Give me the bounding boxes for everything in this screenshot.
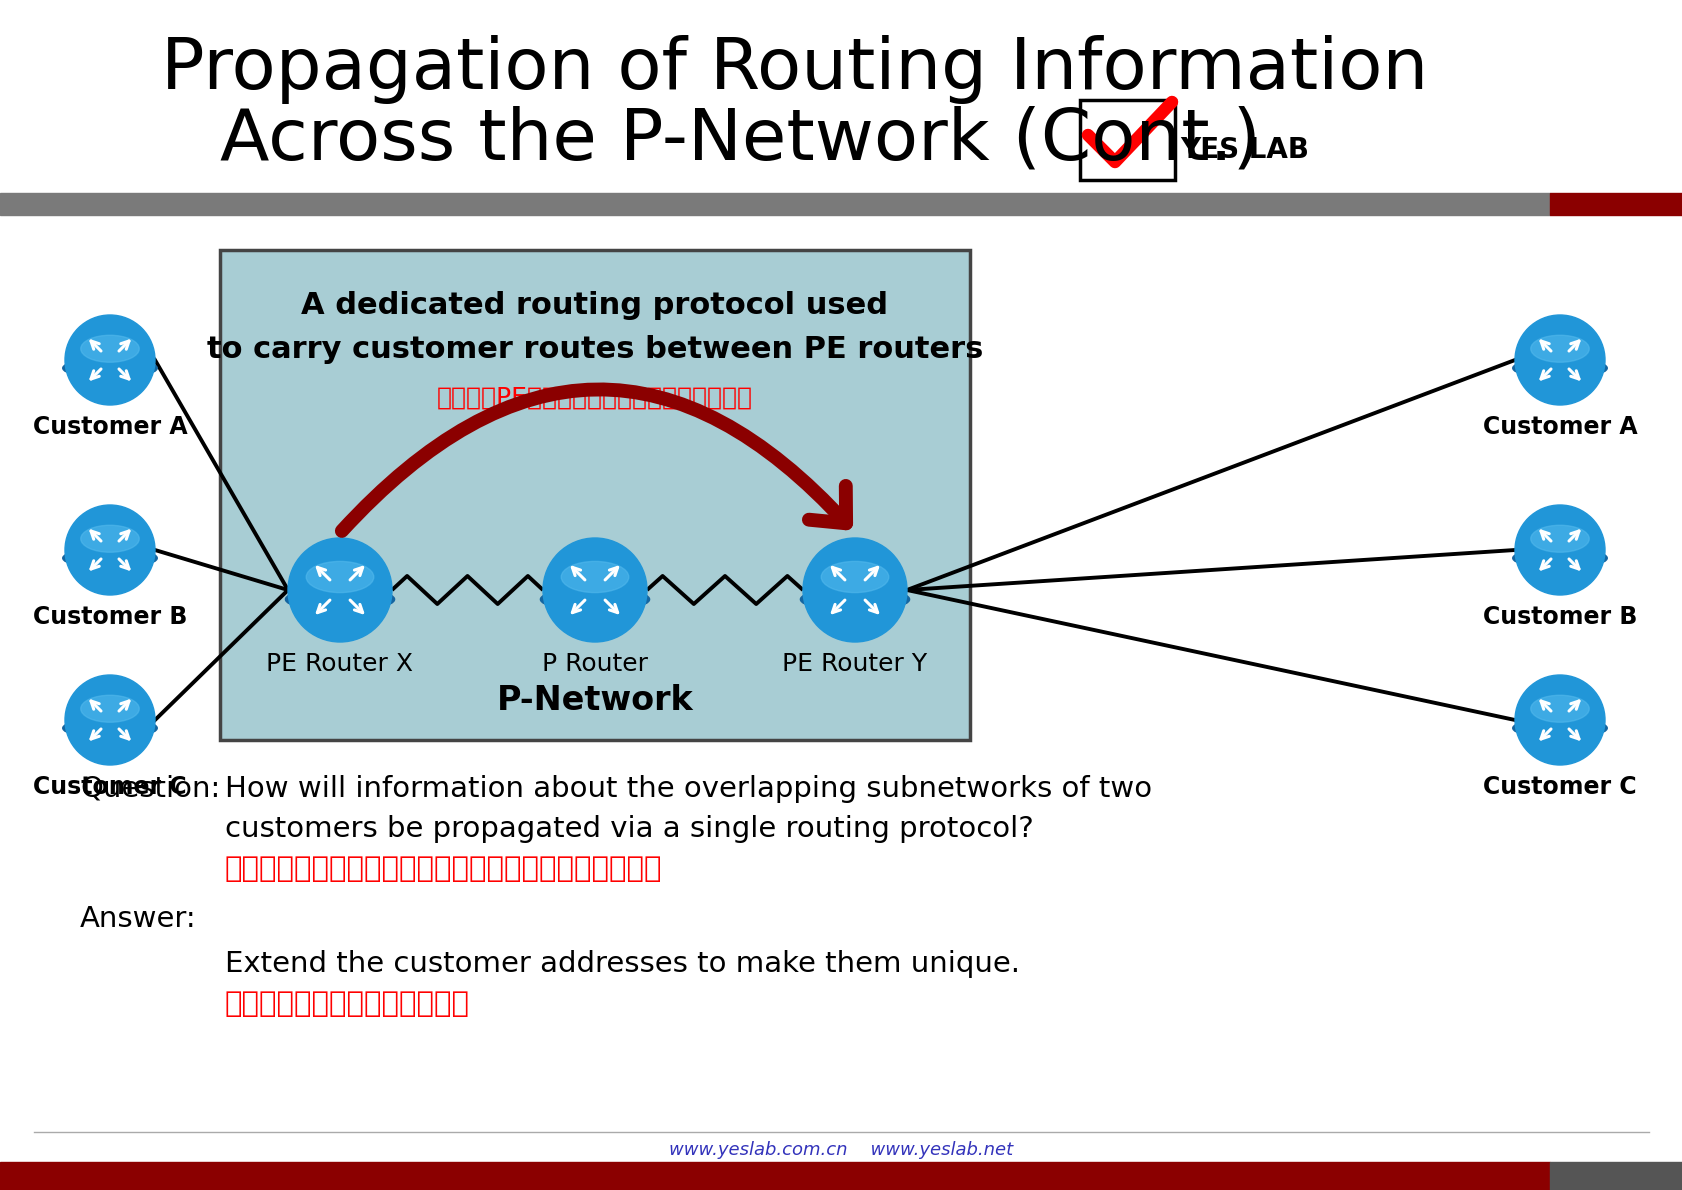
Text: A dedicated routing protocol used: A dedicated routing protocol used — [301, 290, 888, 319]
Circle shape — [66, 505, 155, 595]
Circle shape — [802, 538, 907, 641]
Text: P Router: P Router — [542, 652, 648, 676]
Circle shape — [1514, 675, 1605, 765]
Text: Answer:: Answer: — [81, 906, 197, 933]
Text: www.yeslab.com.cn    www.yeslab.net: www.yeslab.com.cn www.yeslab.net — [668, 1141, 1013, 1159]
Text: Customer C: Customer C — [1482, 775, 1637, 798]
Bar — [220, 250, 969, 740]
Ellipse shape — [540, 588, 649, 610]
Text: Customer B: Customer B — [1482, 605, 1637, 630]
Ellipse shape — [286, 588, 394, 610]
Ellipse shape — [1512, 718, 1606, 738]
Ellipse shape — [1531, 525, 1588, 552]
Text: Propagation of Routing Information: Propagation of Routing Information — [161, 36, 1428, 105]
Ellipse shape — [560, 562, 629, 593]
Text: Across the P-Network (Cont.): Across the P-Network (Cont.) — [219, 106, 1260, 175]
Text: 如何通过单路由协议传播两个客户的重叠子网络的信息？: 如何通过单路由协议传播两个客户的重叠子网络的信息？ — [225, 854, 663, 883]
Bar — [0, 193, 1549, 215]
Circle shape — [288, 538, 392, 641]
Text: Customer B: Customer B — [32, 605, 187, 630]
FancyArrowPatch shape — [341, 389, 846, 531]
Text: Customer A: Customer A — [1482, 415, 1637, 439]
Ellipse shape — [1512, 547, 1606, 569]
Ellipse shape — [821, 562, 888, 593]
Text: 扩展客户地址，使其独一无二。: 扩展客户地址，使其独一无二。 — [225, 990, 469, 1017]
Text: Customer C: Customer C — [34, 775, 187, 798]
Ellipse shape — [62, 547, 156, 569]
Circle shape — [1514, 505, 1605, 595]
Ellipse shape — [1512, 358, 1606, 378]
Ellipse shape — [306, 562, 373, 593]
Text: Question:: Question: — [81, 775, 220, 803]
Text: Extend the customer addresses to make them unique.: Extend the customer addresses to make th… — [225, 950, 1019, 978]
Text: PE Router Y: PE Router Y — [782, 652, 927, 676]
Ellipse shape — [801, 588, 908, 610]
Circle shape — [543, 538, 646, 641]
Bar — [1549, 193, 1682, 215]
Text: customers be propagated via a single routing protocol?: customers be propagated via a single rou… — [225, 815, 1033, 843]
Bar — [1549, 1161, 1682, 1190]
Ellipse shape — [1531, 695, 1588, 722]
Text: to carry customer routes between PE routers: to carry customer routes between PE rout… — [207, 336, 982, 364]
Ellipse shape — [62, 718, 156, 738]
Text: 用于承载PE路由器的客户路由的专用路由协议: 用于承载PE路由器的客户路由的专用路由协议 — [437, 386, 752, 411]
Bar — [0, 1161, 1549, 1190]
Text: PE Router X: PE Router X — [266, 652, 414, 676]
Circle shape — [1514, 315, 1605, 405]
Circle shape — [66, 675, 155, 765]
Text: How will information about the overlapping subnetworks of two: How will information about the overlappi… — [225, 775, 1152, 803]
Ellipse shape — [62, 358, 156, 378]
Ellipse shape — [81, 695, 140, 722]
Text: P-Network: P-Network — [496, 683, 693, 716]
Ellipse shape — [81, 525, 140, 552]
Text: Customer A: Customer A — [32, 415, 187, 439]
Text: YES LAB: YES LAB — [1179, 136, 1309, 164]
Ellipse shape — [81, 336, 140, 362]
Ellipse shape — [1531, 336, 1588, 362]
Circle shape — [66, 315, 155, 405]
Bar — [1080, 100, 1174, 180]
